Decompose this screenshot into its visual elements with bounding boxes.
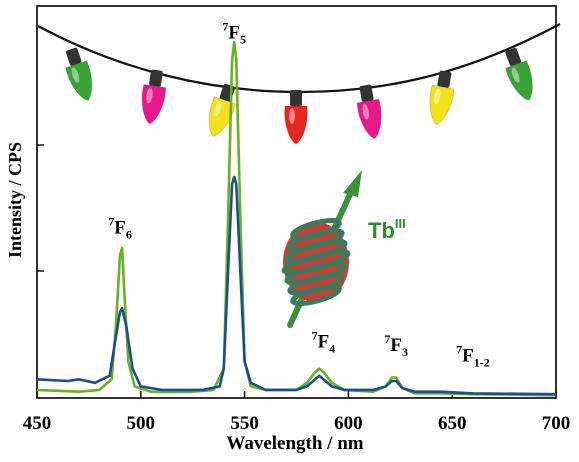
plot-border (36, 5, 557, 399)
bulb-socket-icon (505, 47, 522, 66)
x-tick-label-700: 700 (542, 413, 571, 434)
light-bulb-0 (65, 47, 93, 101)
x-tick-label-450: 450 (23, 413, 52, 434)
bulb-glass-icon (284, 105, 308, 145)
series-line-1 (36, 175, 557, 396)
tb-ion-decoration (281, 170, 362, 328)
peak-annotations: 7F6 7F5 7F4 7F3 7F1-2 TbIII (108, 19, 490, 369)
bulb-glass-icon (65, 60, 93, 101)
bulb-highlight-icon (289, 108, 295, 124)
tb-label: TbIII (368, 216, 406, 243)
bulb-glass-icon (141, 83, 167, 125)
bulb-socket-icon (149, 69, 163, 87)
light-bulb-5 (429, 70, 455, 126)
light-bulb-3 (284, 90, 308, 145)
bulb-glass-icon (505, 59, 533, 101)
y-axis-label: Intensity / CPS (5, 142, 25, 258)
x-axis-label: Wavelength / nm (226, 433, 363, 454)
bulb-highlight-icon (71, 67, 80, 83)
spin-arrow-head-icon (343, 170, 362, 197)
bulb-highlight-icon (434, 88, 441, 105)
light-bulb-1 (141, 69, 167, 125)
peak-label-4: 7F1-2 (456, 343, 490, 370)
bulb-socket-icon (66, 47, 82, 66)
peak-label-2: 7F4 (312, 328, 336, 355)
axes-labels: 450 500 550 600 650 700 Wavelength / nm Intensi… (5, 142, 570, 454)
light-bulb-2 (208, 83, 236, 137)
bulb-glass-icon (208, 96, 236, 137)
light-wire (37, 23, 561, 94)
bulb-highlight-icon (146, 87, 153, 104)
bulb-glass-icon (429, 84, 455, 126)
bulb-socket-icon (437, 70, 452, 88)
peak-label-1: 7F5 (222, 19, 246, 46)
x-tick-label-550: 550 (230, 413, 259, 434)
x-tick-label-600: 600 (334, 413, 363, 434)
series-layer (36, 40, 557, 397)
x-tick-label-500: 500 (127, 413, 156, 434)
bulb-socket-icon (359, 84, 374, 102)
bulb-socket-icon (290, 90, 302, 106)
bulb-highlight-icon (362, 103, 370, 120)
peak-label-3: 7F3 (384, 332, 408, 359)
string-lights-decoration (37, 23, 561, 145)
light-bulb-4 (356, 84, 382, 140)
bulb-highlight-icon (511, 67, 520, 83)
plot-frame (36, 5, 557, 399)
peak-label-0: 7F6 (108, 215, 132, 242)
coil-ring-6 (290, 284, 342, 306)
light-bulb-6 (505, 47, 533, 101)
bulb-highlight-icon (214, 100, 222, 117)
x-tick-label-650: 650 (438, 413, 467, 434)
bulb-glass-icon (356, 98, 382, 140)
